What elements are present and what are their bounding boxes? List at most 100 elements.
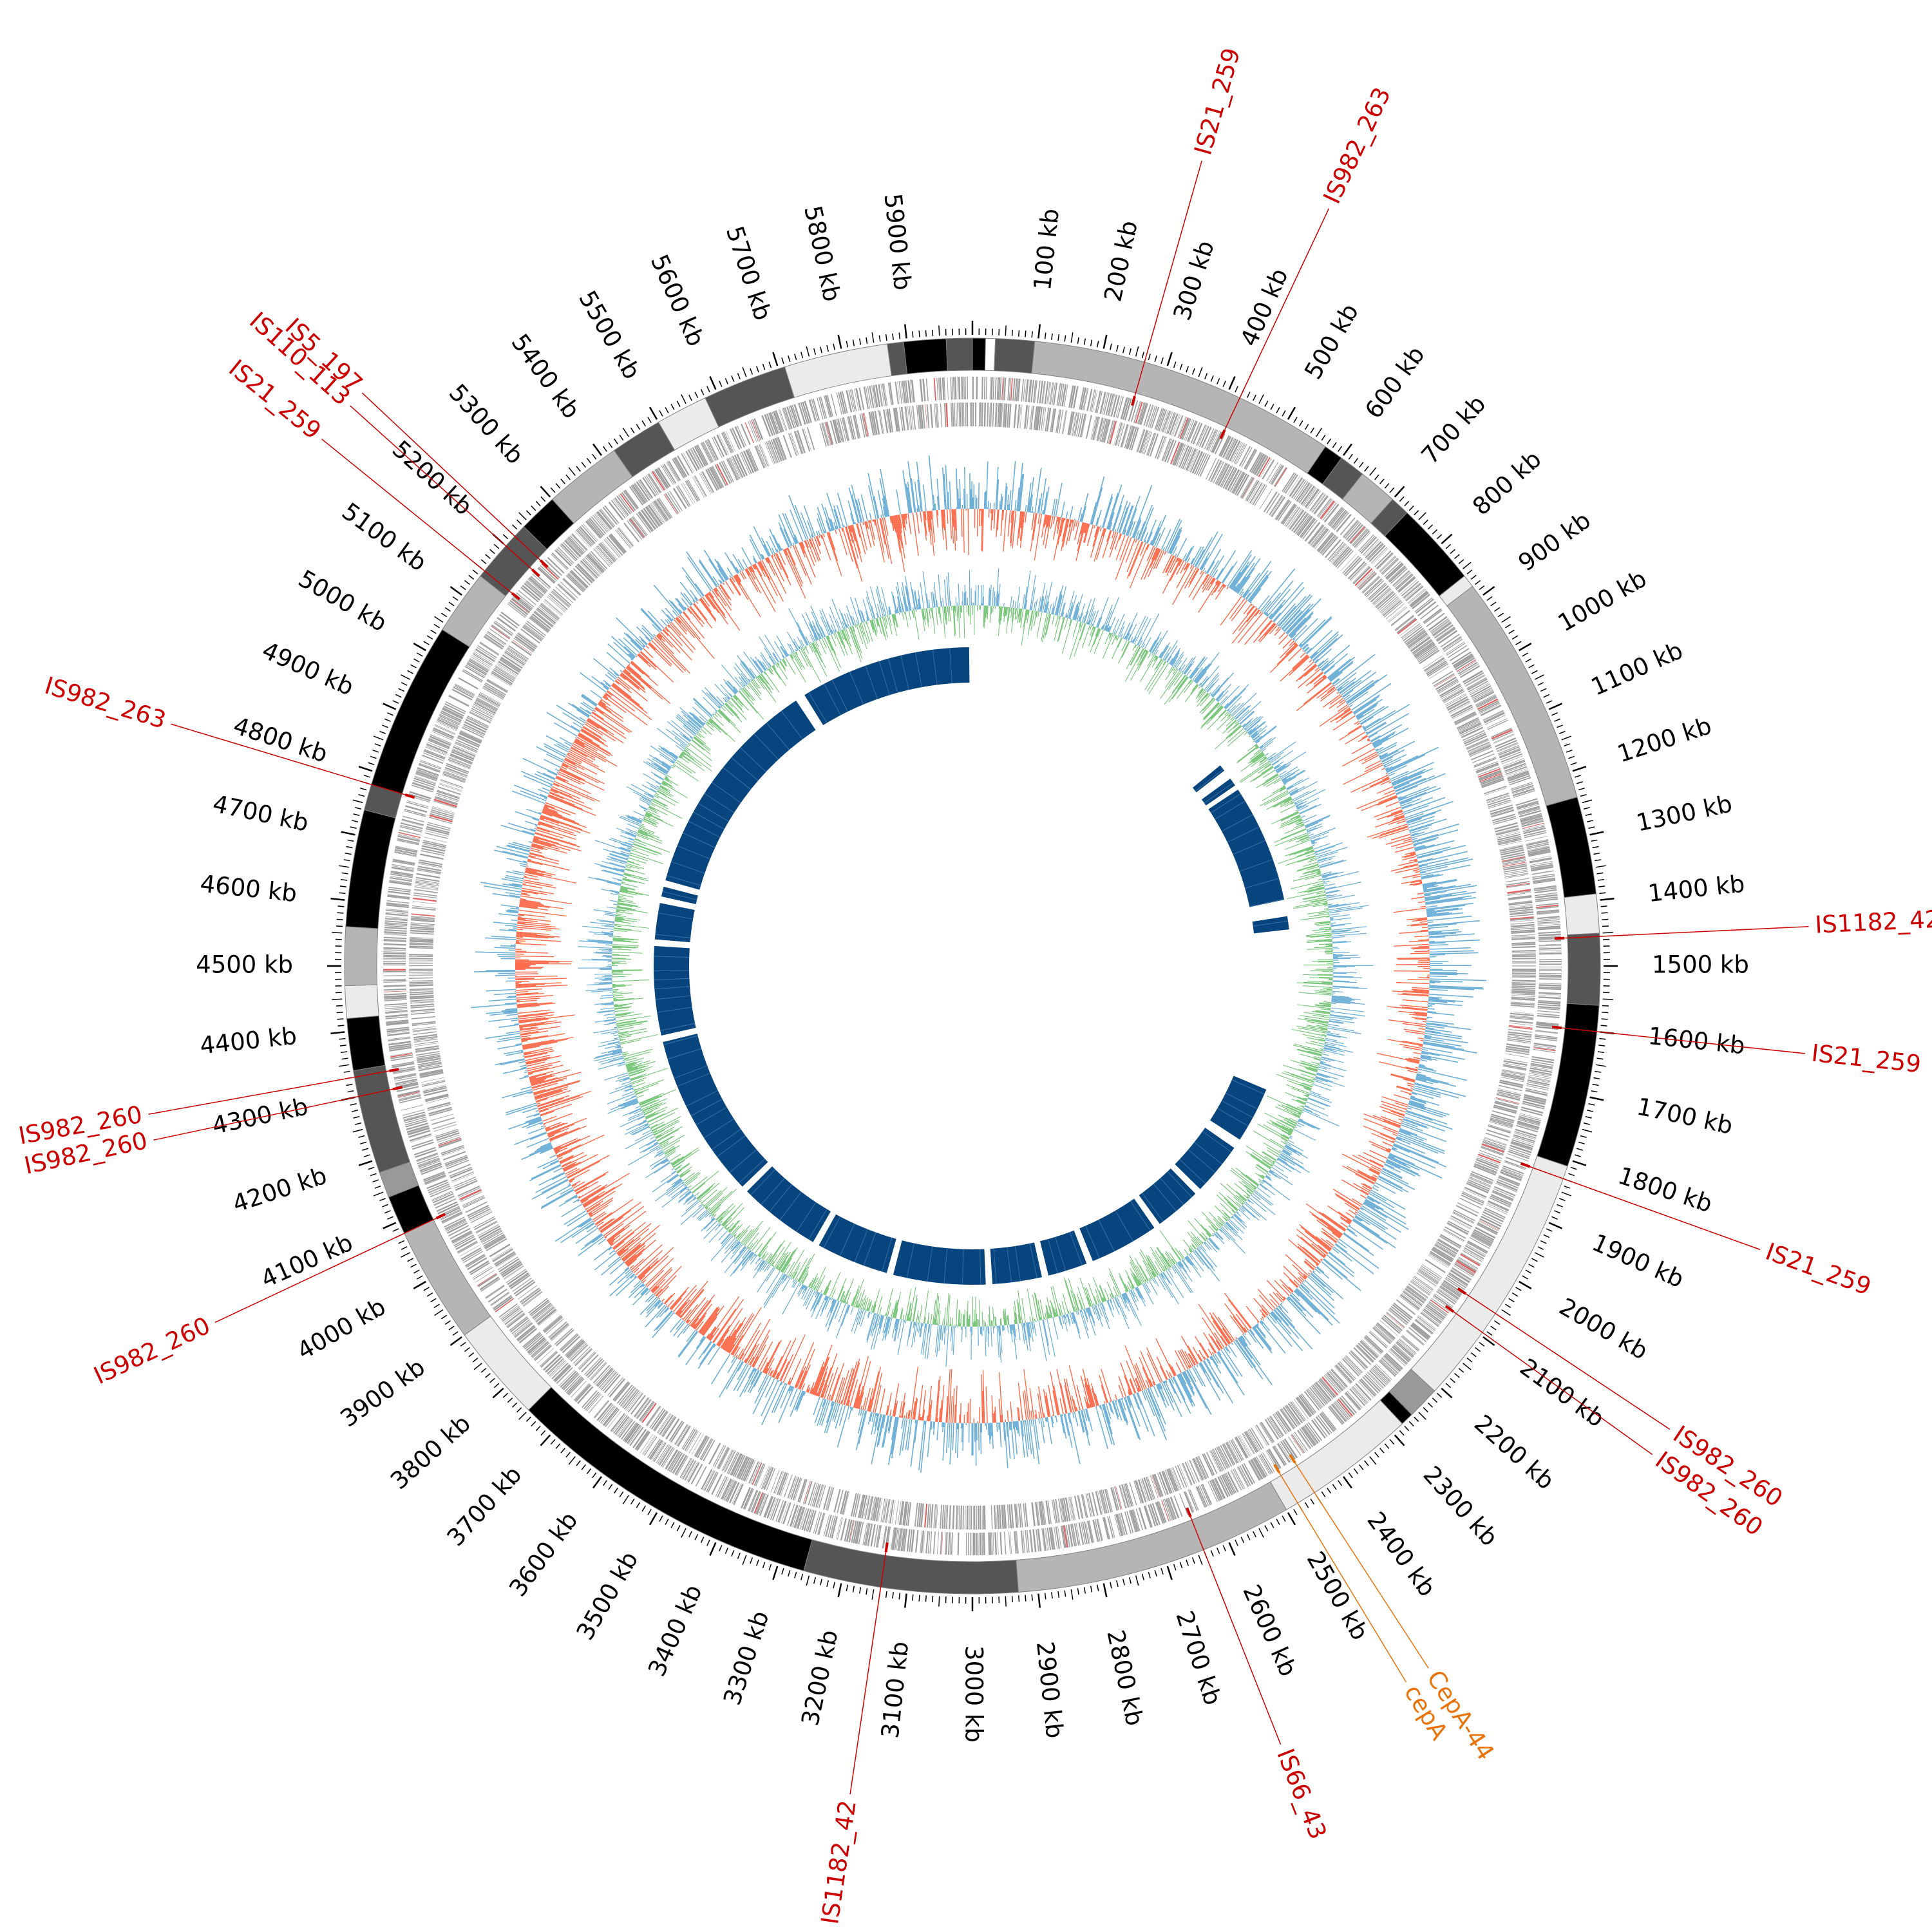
- gc-skew-bar: [857, 610, 863, 623]
- gc-skew-bar: [781, 659, 782, 661]
- gc-skew-bar: [1318, 870, 1321, 872]
- gc-skew-bar: [685, 1200, 699, 1211]
- gc-skew-bar: [710, 1204, 722, 1215]
- gc-skew-bar: [1171, 1247, 1181, 1261]
- gc-skew-bar: [1106, 623, 1110, 632]
- gc-skew-bar: [1175, 1247, 1184, 1260]
- gc-content-bar: [1379, 826, 1408, 836]
- gc-content-bar: [1429, 943, 1448, 946]
- gc-skew-bar: [835, 1304, 849, 1339]
- gc-skew-bar: [710, 1188, 737, 1215]
- gc-skew-bar: [1318, 961, 1333, 963]
- gc-content-bar: [1247, 574, 1268, 601]
- gc-skew-bar: [760, 652, 772, 668]
- gc-content-bar: [1429, 956, 1436, 958]
- gc-skew-bar: [643, 817, 645, 819]
- gc-skew-bar: [693, 737, 710, 752]
- gc-skew-bar: [893, 1302, 898, 1318]
- gc-content-bar: [1032, 513, 1037, 540]
- gc-skew-bar: [902, 612, 904, 620]
- gc-skew-bar: [1076, 1293, 1083, 1310]
- gc-skew-bar: [1325, 1037, 1327, 1038]
- gc-content-bar: [1392, 768, 1426, 785]
- gc-content-bar: [1394, 1094, 1410, 1101]
- gc-skew-bar: [846, 605, 854, 626]
- gc-skew-bar: [1286, 1106, 1302, 1113]
- gc-skew-bar: [864, 1297, 869, 1311]
- gc-content-bar: [1231, 565, 1249, 590]
- gc-content-bar: [967, 1411, 968, 1423]
- gc-skew-bar: [1200, 1244, 1207, 1252]
- gc-skew-bar: [1059, 1303, 1063, 1316]
- gc-content-bar: [1322, 675, 1326, 679]
- gc-skew-bar: [1311, 1019, 1329, 1023]
- gc-skew-bar: [1058, 617, 1065, 641]
- gc-skew-bar: [614, 920, 631, 924]
- gc-skew-bar: [1220, 1227, 1246, 1254]
- gc-skew-bar: [793, 652, 802, 668]
- gc-skew-bar: [612, 987, 616, 988]
- gc-skew-bar: [644, 792, 654, 799]
- gc-content-bar: [1248, 571, 1272, 602]
- gc-skew-bar: [1140, 1249, 1157, 1277]
- gc-skew-bar: [1332, 972, 1347, 974]
- gc-content-bar: [1418, 864, 1428, 867]
- gc-skew-bar: [734, 686, 739, 692]
- gc-skew-bar: [1242, 718, 1253, 728]
- gc-skew-bar: [1252, 753, 1265, 762]
- gc-skew-bar: [873, 1315, 883, 1349]
- gc-skew-bar: [718, 706, 721, 708]
- gc-content-bar: [1366, 721, 1387, 734]
- gc-skew-bar: [1131, 1273, 1139, 1287]
- gc-skew-bar: [828, 633, 830, 636]
- gc-skew-bar: [1101, 1302, 1110, 1322]
- gc-skew-bar: [876, 1296, 883, 1314]
- gc-skew-bar: [956, 605, 958, 621]
- gc-skew-bar: [582, 959, 612, 961]
- gc-content-bar: [1237, 576, 1251, 594]
- gc-skew-bar: [1088, 1307, 1095, 1327]
- gc-skew-bar: [1332, 956, 1338, 958]
- gc-skew-bar: [820, 1296, 829, 1317]
- gc-skew-bar: [1320, 1061, 1323, 1063]
- gc-skew-bar: [1323, 882, 1327, 885]
- gc-content-bar: [1404, 854, 1416, 858]
- gc-skew-bar: [693, 717, 704, 726]
- gc-content-bar: [1401, 879, 1422, 884]
- gc-skew-bar: [979, 605, 980, 610]
- gc-skew-bar: [911, 610, 913, 614]
- gc-skew-bar: [1076, 614, 1080, 621]
- gc-skew-bar: [1112, 618, 1119, 634]
- gc-skew-bar: [962, 1313, 964, 1327]
- gc-content-bar: [1069, 506, 1074, 520]
- gc-skew-bar: [1058, 586, 1067, 616]
- gc-skew-bar: [613, 998, 635, 1001]
- gc-content-bar: [1275, 627, 1280, 632]
- gc-skew-bar: [1317, 878, 1323, 881]
- gc-skew-bar: [1294, 823, 1304, 829]
- gc-content-bar: [1356, 703, 1378, 718]
- gc-content-bar: [1090, 502, 1097, 525]
- gc-content-bar: [1383, 790, 1395, 795]
- gc-skew-bar: [1010, 1324, 1013, 1334]
- gc-skew-bar: [839, 1291, 845, 1302]
- gc-skew-bar: [601, 976, 612, 977]
- gc-content-bar: [1010, 1401, 1013, 1422]
- gc-skew-bar: [1293, 1129, 1316, 1141]
- gc-skew-bar: [654, 774, 664, 781]
- gc-skew-bar: [929, 607, 931, 619]
- gc-content-bar: [1226, 585, 1227, 587]
- gc-skew-bar: [1165, 1251, 1175, 1265]
- gc-skew-bar: [594, 840, 630, 853]
- gc-skew-bar: [1062, 1293, 1069, 1314]
- synteny-seam: [729, 1149, 757, 1173]
- gc-content-bar: [1259, 620, 1273, 634]
- gc-skew-bar: [1296, 850, 1314, 857]
- gc-skew-bar: [1303, 1034, 1326, 1040]
- synteny-block: [663, 1033, 768, 1187]
- gc-content-bar: [1368, 713, 1409, 737]
- gc-skew-bar: [784, 1275, 788, 1282]
- gc-skew-bar: [615, 1012, 631, 1016]
- gc-skew-bar: [1300, 1073, 1316, 1079]
- gc-skew-bar: [1329, 927, 1331, 929]
